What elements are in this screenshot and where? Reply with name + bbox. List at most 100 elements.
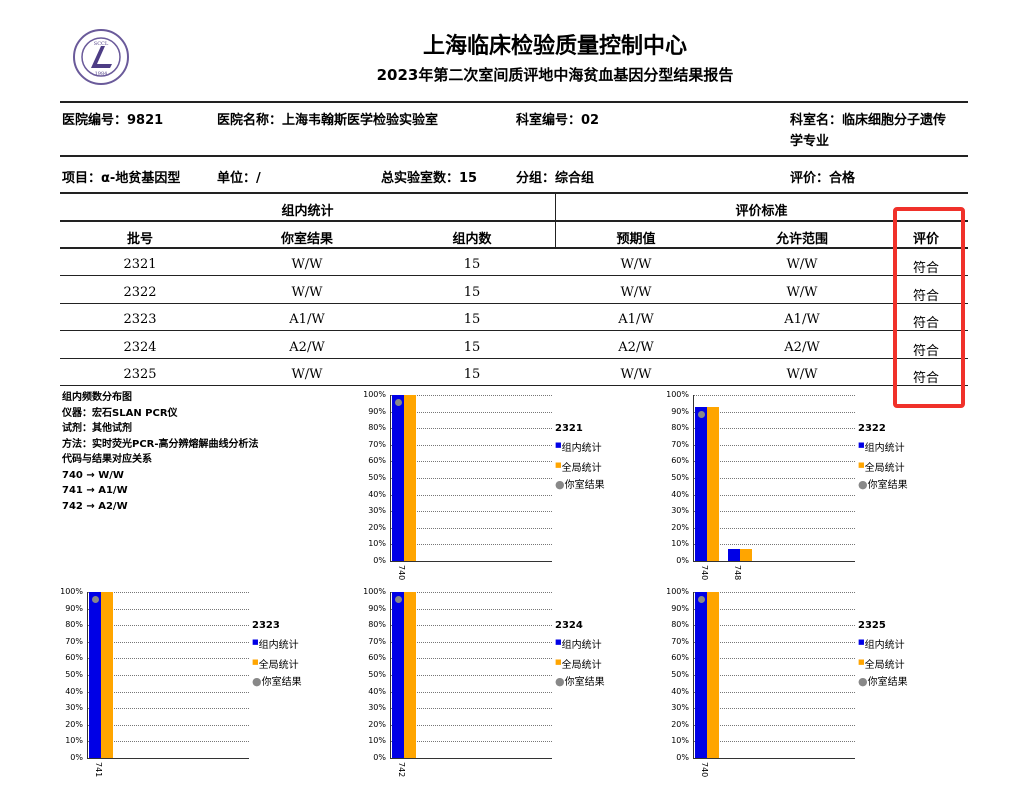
y-tick-label: 10% [671, 736, 689, 746]
gridline [390, 691, 552, 693]
table-cell: 2323 [123, 312, 157, 327]
gridline [693, 708, 855, 710]
y-tick-label: 20% [65, 719, 83, 729]
y-tick-label: 90% [368, 603, 386, 613]
legend-label: 组内统计 [864, 640, 905, 651]
frequency-chart-2322: 0% 10% 20% 30% 40% 50% 60% 70% 80% 90% 100% 740 748 2… [663, 390, 963, 580]
gridline [390, 592, 552, 593]
bar-group [392, 395, 404, 561]
gridline [390, 461, 552, 463]
column-header: 批号 [126, 232, 153, 247]
y-tick-label: 30% [368, 703, 386, 713]
legend-item-global: ■全局统计 [555, 654, 605, 674]
legend-item-global: ■全局统计 [858, 457, 908, 477]
legend-swatch-icon: ■ [858, 658, 865, 666]
y-tick-label: 90% [671, 603, 689, 613]
gridline [693, 411, 855, 413]
y-axis [693, 592, 694, 758]
gridline [693, 625, 855, 627]
dept-name-1: 科室名：临床细胞分子遗传 [790, 113, 947, 128]
legend-label: 你室结果 [261, 677, 302, 688]
divider [60, 155, 968, 157]
gridline [693, 608, 855, 610]
hospital-id: 医院编号：9821 [62, 113, 164, 128]
row-divider [60, 303, 968, 304]
y-tick-label: 30% [368, 506, 386, 516]
legend-swatch-icon: ■ [555, 441, 562, 449]
legend-item-yours: ●你室结果 [555, 674, 605, 691]
y-tick-label: 10% [65, 736, 83, 746]
gridline [693, 478, 855, 479]
column-header: 允许范围 [775, 232, 828, 247]
y-tick-label: 80% [368, 620, 386, 630]
legend-label: 全局统计 [258, 660, 299, 671]
gridline [693, 691, 855, 693]
bar-global [707, 592, 719, 758]
legend-item-yours: ●你室结果 [858, 674, 908, 691]
bar-global [404, 592, 416, 758]
table-cell: 2322 [123, 285, 157, 300]
gridline [87, 741, 249, 743]
gridline [693, 724, 855, 726]
y-tick-label: 80% [368, 423, 386, 433]
gridline [390, 444, 552, 446]
legend-label: 全局统计 [561, 463, 602, 474]
legend-swatch-icon: ■ [858, 441, 865, 449]
your-result-dot [698, 410, 705, 418]
y-tick-label: 40% [368, 489, 386, 499]
legend-item-yours: ●你室结果 [858, 477, 908, 494]
row-divider [60, 330, 968, 331]
chart-title: 2325 [858, 620, 886, 631]
table-cell: 15 [463, 367, 481, 382]
your-result-dot [395, 596, 402, 603]
gridline [87, 691, 249, 693]
table-cell: 2325 [123, 367, 157, 382]
y-tick-label: 20% [671, 719, 689, 729]
gridline [390, 511, 552, 513]
y-tick-label: 60% [65, 653, 83, 663]
table-cell: W/W [620, 367, 652, 382]
frequency-chart-2321: 0% 10% 20% 30% 40% 50% 60% 70% 80% 90% 100% 740 2321… [360, 390, 660, 580]
gridline [390, 708, 552, 710]
legend-swatch-icon: ■ [252, 638, 259, 646]
gridline [87, 724, 249, 726]
gridline [693, 428, 855, 430]
column-header: 组内数 [452, 232, 492, 247]
legend-item-group: ■组内统计 [858, 634, 908, 654]
table-cell: 符合 [912, 289, 939, 304]
gridline [390, 658, 552, 660]
legend-swatch-icon: ■ [858, 638, 865, 646]
gridline [87, 592, 249, 593]
your-result-dot [395, 399, 402, 406]
gridline [87, 658, 249, 660]
legend-label: 全局统计 [561, 660, 602, 671]
y-tick-label: 0% [373, 753, 386, 762]
table-cell: A2/W [618, 340, 654, 355]
y-tick-label: 60% [368, 456, 386, 466]
table-cell: W/W [291, 257, 323, 272]
y-tick-label: 70% [368, 636, 386, 646]
legend-swatch-icon: ■ [555, 658, 562, 666]
y-axis [390, 395, 391, 561]
y-tick-label: 70% [671, 439, 689, 449]
legend-item-group: ■组内统计 [858, 437, 908, 457]
y-tick-label: 20% [368, 522, 386, 532]
sccl-logo: SCCL 1984 [72, 28, 130, 86]
y-tick-label: 10% [368, 539, 386, 549]
y-tick-label: 90% [65, 603, 83, 613]
gridline [390, 411, 552, 413]
gridline [693, 444, 855, 446]
gridline [390, 625, 552, 627]
chart-legend: 2323 ■组内统计 ■全局统计 ●你室结果 [252, 618, 302, 691]
y-tick-label: 50% [368, 670, 386, 679]
legend-item-group: ■组内统计 [555, 437, 605, 457]
y-tick-label: 20% [368, 719, 386, 729]
y-tick-label: 20% [671, 522, 689, 532]
chart-legend: 2321 ■组内统计 ■全局统计 ●你室结果 [555, 421, 605, 494]
y-tick-label: 50% [671, 670, 689, 679]
evaluation: 评价：合格 [790, 171, 856, 186]
legend-label: 组内统计 [561, 640, 602, 651]
y-tick-label: 70% [65, 636, 83, 646]
x-tick-label: 741 [94, 762, 103, 778]
gridline [390, 395, 552, 396]
